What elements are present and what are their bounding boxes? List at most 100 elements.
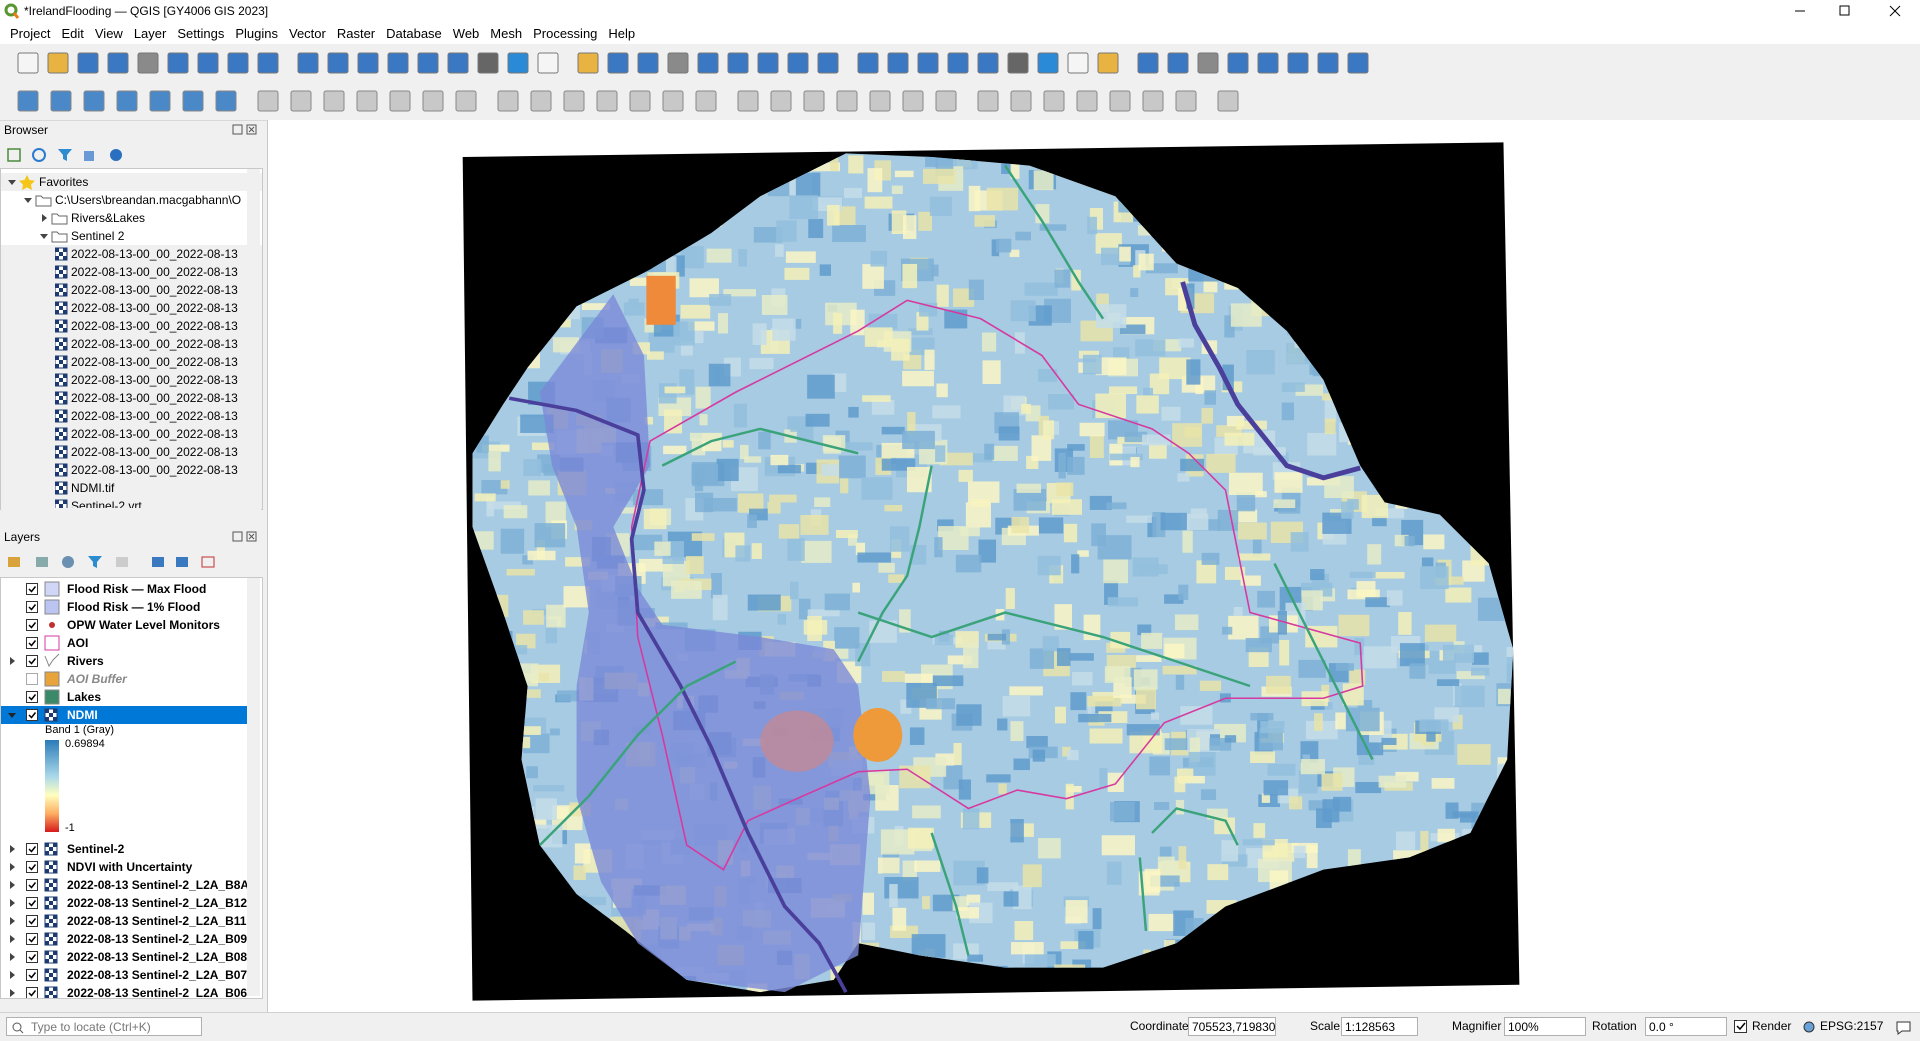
tool-button[interactable] xyxy=(607,52,629,74)
tool-button[interactable] xyxy=(667,52,689,74)
tool-button[interactable] xyxy=(817,52,839,74)
tool-button[interactable] xyxy=(327,52,349,74)
tool-button[interactable] xyxy=(422,90,444,112)
tool-button[interactable] xyxy=(1175,90,1197,112)
tool-button[interactable] xyxy=(455,90,477,112)
crs-button[interactable]: EPSG:2157 xyxy=(1820,1019,1884,1033)
tree-row[interactable]: 2022-08-13-00_00_2022-08-13 xyxy=(1,245,262,263)
tool-button[interactable] xyxy=(77,52,99,74)
tool-button[interactable] xyxy=(1317,52,1339,74)
tool-button[interactable] xyxy=(737,90,759,112)
checkbox[interactable] xyxy=(26,601,38,613)
layer-row[interactable]: Flood Risk — 1% Flood xyxy=(1,598,248,616)
menu-item[interactable]: Database xyxy=(386,25,442,41)
tool-button[interactable] xyxy=(537,52,559,74)
tool-button[interactable] xyxy=(770,90,792,112)
menu-item[interactable]: Plugins xyxy=(235,25,278,41)
layer-row[interactable]: Flood Risk — Max Flood xyxy=(1,580,248,598)
tool-button[interactable] xyxy=(1010,90,1032,112)
tool-button[interactable] xyxy=(17,52,39,74)
checkbox[interactable] xyxy=(26,897,38,909)
tool-button[interactable] xyxy=(1007,52,1029,74)
tool-button[interactable] xyxy=(577,52,599,74)
coordinate-field[interactable]: 705523,719830 xyxy=(1188,1017,1276,1036)
tool-button[interactable] xyxy=(197,52,219,74)
checkbox[interactable] xyxy=(26,915,38,927)
checkbox[interactable] xyxy=(26,709,38,721)
tool-button[interactable] xyxy=(182,90,204,112)
checkbox[interactable] xyxy=(26,691,38,703)
checkbox[interactable] xyxy=(26,583,38,595)
scrollbar[interactable] xyxy=(247,578,260,996)
tool-button[interactable] xyxy=(1109,90,1131,112)
checkbox[interactable] xyxy=(26,843,38,855)
tree-row[interactable]: 2022-08-13-00_00_2022-08-13 xyxy=(1,281,262,299)
tool-button[interactable] xyxy=(1167,52,1189,74)
layer-row[interactable]: Lakes xyxy=(1,688,248,706)
checkbox[interactable] xyxy=(26,637,38,649)
magnifier-field[interactable]: 100% xyxy=(1504,1017,1586,1036)
tool-button[interactable] xyxy=(757,52,779,74)
tool-button[interactable] xyxy=(357,52,379,74)
tree-row[interactable]: 2022-08-13-00_00_2022-08-13 xyxy=(1,263,262,281)
checkbox[interactable] xyxy=(26,673,38,685)
tool-button[interactable] xyxy=(389,90,411,112)
layer-row[interactable]: 2022-08-13 Sentinel-2_L2A_B8A xyxy=(1,876,249,894)
menu-item[interactable]: Layer xyxy=(133,25,167,41)
tool-button[interactable] xyxy=(83,90,105,112)
tool-button[interactable] xyxy=(1217,90,1239,112)
tool-button[interactable] xyxy=(1076,90,1098,112)
tree-row[interactable]: NDMI.tif xyxy=(1,479,262,497)
tree-row[interactable]: 2022-08-13-00_00_2022-08-13 xyxy=(1,443,262,461)
tool-button[interactable] xyxy=(417,52,439,74)
render-checkbox[interactable] xyxy=(1734,1020,1748,1034)
tool-button[interactable] xyxy=(297,52,319,74)
layer-row[interactable]: 2022-08-13 Sentinel-2_L2A_B06 xyxy=(1,984,248,998)
menu-item[interactable]: Help xyxy=(608,25,636,41)
tree-row[interactable]: Rivers&Lakes xyxy=(1,209,262,227)
panel-buttons[interactable] xyxy=(232,531,260,543)
menu-item[interactable]: Mesh xyxy=(490,25,523,41)
scrollbar[interactable] xyxy=(247,169,260,507)
tool-button[interactable] xyxy=(1197,52,1219,74)
checkbox[interactable] xyxy=(26,861,38,873)
menu-item[interactable]: Raster xyxy=(336,25,376,41)
tool-button[interactable] xyxy=(857,52,879,74)
scale-field[interactable]: 1:128563 xyxy=(1341,1017,1418,1036)
tool-button[interactable] xyxy=(257,52,279,74)
tool-button[interactable] xyxy=(50,90,72,112)
layer-row[interactable]: OPW Water Level Monitors xyxy=(1,616,248,634)
tree-row[interactable]: 2022-08-13-00_00_2022-08-13 xyxy=(1,299,262,317)
tool-button[interactable] xyxy=(137,52,159,74)
tool-button[interactable] xyxy=(887,52,909,74)
checkbox[interactable] xyxy=(26,951,38,963)
tool-button[interactable] xyxy=(215,90,237,112)
tool-button[interactable] xyxy=(1142,90,1164,112)
tool-button[interactable] xyxy=(947,52,969,74)
locator[interactable]: Type to locate (Ctrl+K) xyxy=(6,1017,202,1036)
tool-button[interactable] xyxy=(116,90,138,112)
tool-button[interactable] xyxy=(803,90,825,112)
tool-button[interactable] xyxy=(477,52,499,74)
tool-button[interactable] xyxy=(530,90,552,112)
tool-button[interactable] xyxy=(1043,90,1065,112)
menu-item[interactable]: Web xyxy=(452,25,480,41)
layer-row[interactable]: 2022-08-13 Sentinel-2_L2A_B08 xyxy=(1,948,248,966)
tree-row[interactable]: Favorites xyxy=(1,173,262,191)
h-scrollbar[interactable] xyxy=(1,508,261,522)
tool-button[interactable] xyxy=(167,52,189,74)
tool-button[interactable] xyxy=(1257,52,1279,74)
tool-button[interactable] xyxy=(977,90,999,112)
tool-button[interactable] xyxy=(1227,52,1249,74)
tool-button[interactable] xyxy=(869,90,891,112)
messages-icon[interactable] xyxy=(1895,1020,1913,1036)
tool-button[interactable] xyxy=(497,90,519,112)
tool-button[interactable] xyxy=(290,90,312,112)
menu-item[interactable]: Edit xyxy=(61,25,84,41)
tool-button[interactable] xyxy=(323,90,345,112)
tool-button[interactable] xyxy=(1347,52,1369,74)
checkbox[interactable] xyxy=(26,879,38,891)
panel-buttons[interactable] xyxy=(232,124,260,136)
checkbox[interactable] xyxy=(26,933,38,945)
browser-toolbar[interactable] xyxy=(6,146,126,164)
